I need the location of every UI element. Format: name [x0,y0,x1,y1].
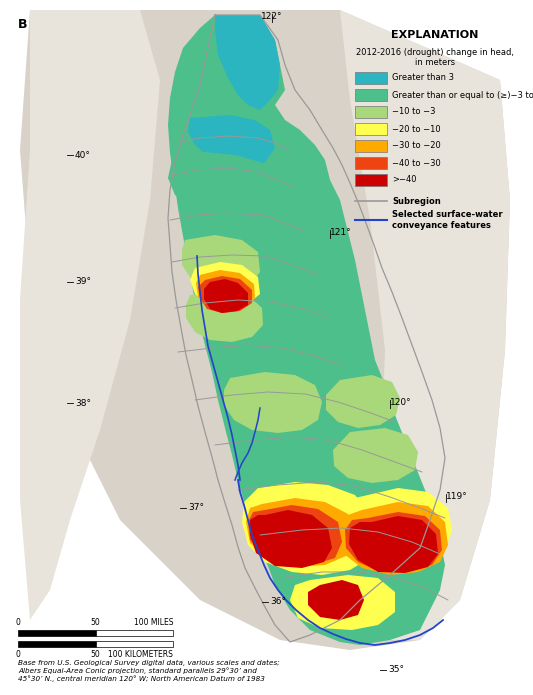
Polygon shape [340,10,510,640]
Text: 122°: 122° [261,12,282,21]
Bar [355,106,387,118]
Polygon shape [188,115,275,168]
Bar [18,630,95,636]
Text: 50: 50 [91,650,100,659]
Polygon shape [168,15,445,645]
Text: 0: 0 [15,618,20,627]
Text: Greater than 3: Greater than 3 [392,74,454,83]
Polygon shape [345,512,442,572]
Text: 0: 0 [15,650,20,659]
Polygon shape [196,270,255,310]
Text: B: B [18,18,28,31]
Polygon shape [168,152,272,215]
Text: 100 MILES: 100 MILES [133,618,173,627]
Text: 120°: 120° [390,398,411,407]
Polygon shape [190,262,260,308]
Text: 36°: 36° [270,598,286,607]
Text: 121°: 121° [330,228,352,237]
Bar [95,641,173,647]
Polygon shape [290,575,395,630]
Polygon shape [198,276,252,313]
Text: 119°: 119° [446,492,468,501]
Polygon shape [349,516,438,573]
Text: Greater than or equal to (≥)−3 to 3: Greater than or equal to (≥)−3 to 3 [392,90,533,99]
Bar [355,174,387,186]
Polygon shape [333,428,418,483]
Text: Subregion: Subregion [392,197,441,206]
Polygon shape [186,290,263,342]
Polygon shape [215,15,280,110]
Polygon shape [248,505,342,565]
Text: 100 KILOMETERS: 100 KILOMETERS [108,650,173,659]
Text: 39°: 39° [75,277,91,286]
Polygon shape [242,482,378,575]
Text: 2012-2016 (drought) change in head,
in meters: 2012-2016 (drought) change in head, in m… [356,48,514,67]
Bar [355,89,387,101]
Text: >−40: >−40 [392,176,416,184]
Polygon shape [326,375,400,428]
Polygon shape [250,510,332,568]
Polygon shape [20,10,160,620]
Text: 38°: 38° [75,398,91,407]
Text: Selected surface-water
conveyance features: Selected surface-water conveyance featur… [392,211,503,230]
Text: 40°: 40° [75,151,91,159]
Bar [18,641,95,647]
Bar [355,157,387,169]
Text: −30 to −20: −30 to −20 [392,142,441,151]
Text: 35°: 35° [388,666,404,675]
Text: Base from U.S. Geological Survey digital data, various scales and dates;
Albers : Base from U.S. Geological Survey digital… [18,660,280,682]
Polygon shape [308,580,364,620]
Text: 37°: 37° [188,503,204,512]
Polygon shape [340,502,448,575]
Polygon shape [20,10,510,650]
Text: −10 to −3: −10 to −3 [392,108,435,117]
Bar [355,140,387,152]
Polygon shape [204,279,248,313]
Text: −40 to −30: −40 to −30 [392,158,441,167]
Polygon shape [246,498,355,567]
Bar [355,72,387,84]
Polygon shape [340,488,452,570]
Polygon shape [224,372,322,433]
Text: EXPLANATION: EXPLANATION [391,30,479,40]
Text: 50: 50 [91,618,100,627]
Polygon shape [182,235,260,290]
Bar [95,630,173,636]
Text: −20 to −10: −20 to −10 [392,124,441,133]
Bar [355,123,387,135]
